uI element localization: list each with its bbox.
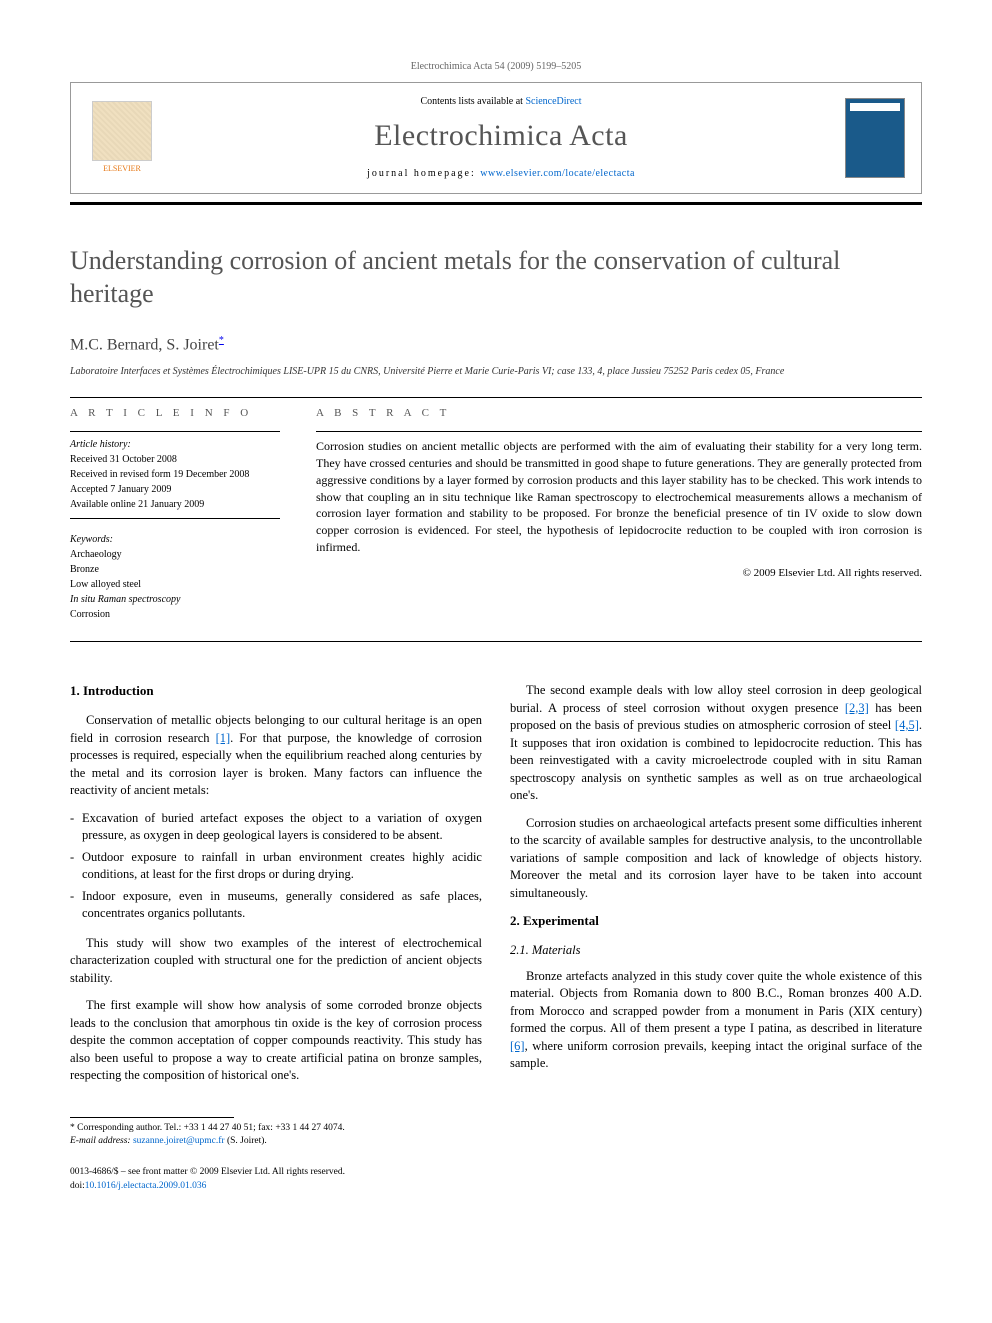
footer: 0013-4686/$ – see front matter © 2009 El… <box>70 1166 922 1193</box>
history-label: Article history: <box>70 438 280 452</box>
abstract-rule <box>316 431 922 432</box>
sciencedirect-link[interactable]: ScienceDirect <box>525 96 581 107</box>
keyword: Bronze <box>70 563 280 577</box>
email-suffix: (S. Joiret). <box>225 1136 267 1146</box>
issn-line: 0013-4686/$ – see front matter © 2009 El… <box>70 1166 922 1179</box>
footnote-rule <box>70 1117 234 1118</box>
abstract-copyright: © 2009 Elsevier Ltd. All rights reserved… <box>316 566 922 581</box>
intro-paragraph: The second example deals with low alloy … <box>510 682 922 805</box>
citation-link[interactable]: [4,5] <box>895 718 919 732</box>
keyword: Low alloyed steel <box>70 578 280 592</box>
homepage-line: journal homepage: www.elsevier.com/locat… <box>171 167 831 181</box>
body-text: 1. Introduction Conservation of metallic… <box>70 682 922 1089</box>
elsevier-logo: ELSEVIER <box>87 98 157 178</box>
journal-title: Electrochimica Acta <box>171 115 831 157</box>
journal-header: ELSEVIER Contents lists available at Sci… <box>70 82 922 194</box>
info-rule <box>70 431 280 432</box>
history-line: Received in revised form 19 December 200… <box>70 468 280 482</box>
doi-label: doi: <box>70 1181 85 1191</box>
abstract-heading: A B S T R A C T <box>316 406 922 421</box>
elsevier-tree-icon <box>92 101 152 161</box>
history-line: Available online 21 January 2009 <box>70 498 280 512</box>
info-rule <box>70 518 280 519</box>
intro-paragraph: Corrosion studies on archaeological arte… <box>510 815 922 903</box>
abstract: A B S T R A C T Corrosion studies on anc… <box>316 406 922 623</box>
article-info-heading: A R T I C L E I N F O <box>70 406 280 421</box>
email-line: E-mail address: suzanne.joiret@upmc.fr (… <box>70 1135 479 1148</box>
rule-above-info <box>70 397 922 398</box>
citation-link[interactable]: [2,3] <box>845 701 869 715</box>
list-item: Excavation of buried artefact exposes th… <box>70 810 482 845</box>
running-header: Electrochimica Acta 54 (2009) 5199–5205 <box>70 60 922 74</box>
citation-link[interactable]: [1] <box>216 731 231 745</box>
citation-link[interactable]: [6] <box>510 1039 525 1053</box>
list-item: Outdoor exposure to rainfall in urban en… <box>70 849 482 884</box>
keyword: Corrosion <box>70 608 280 622</box>
contents-line: Contents lists available at ScienceDirec… <box>171 95 831 109</box>
contents-prefix: Contents lists available at <box>420 96 525 107</box>
keyword: In situ Raman spectroscopy <box>70 593 280 607</box>
author-names: M.C. Bernard, S. Joiret <box>70 336 219 353</box>
article-title: Understanding corrosion of ancient metal… <box>70 245 922 310</box>
article-info: A R T I C L E I N F O Article history: R… <box>70 406 280 623</box>
header-divider <box>70 202 922 205</box>
intro-paragraph: The first example will show how analysis… <box>70 997 482 1085</box>
keywords-label: Keywords: <box>70 533 280 547</box>
section-heading-intro: 1. Introduction <box>70 682 482 700</box>
elsevier-label: ELSEVIER <box>103 163 141 174</box>
intro-paragraph: This study will show two examples of the… <box>70 935 482 988</box>
history-line: Accepted 7 January 2009 <box>70 483 280 497</box>
intro-paragraph: Conservation of metallic objects belongi… <box>70 712 482 800</box>
journal-cover-thumb <box>845 98 905 178</box>
homepage-link[interactable]: www.elsevier.com/locate/electacta <box>480 168 635 179</box>
corresponding-author-note: * Corresponding author. Tel.: +33 1 44 2… <box>70 1122 479 1135</box>
keyword: Archaeology <box>70 548 280 562</box>
intro-bullet-list: Excavation of buried artefact exposes th… <box>70 810 482 923</box>
history-line: Received 31 October 2008 <box>70 453 280 467</box>
materials-paragraph: Bronze artefacts analyzed in this study … <box>510 968 922 1073</box>
email-label: E-mail address: <box>70 1136 133 1146</box>
list-item: Indoor exposure, even in museums, genera… <box>70 888 482 923</box>
email-link[interactable]: suzanne.joiret@upmc.fr <box>133 1136 225 1146</box>
doi-link[interactable]: 10.1016/j.electacta.2009.01.036 <box>85 1181 207 1191</box>
authors: M.C. Bernard, S. Joiret* <box>70 334 922 357</box>
footnotes: * Corresponding author. Tel.: +33 1 44 2… <box>70 1117 479 1149</box>
section-heading-experimental: 2. Experimental <box>510 912 922 930</box>
homepage-prefix: journal homepage: <box>367 168 480 179</box>
rule-below-abstract <box>70 641 922 642</box>
corresponding-mark[interactable]: * <box>219 335 224 346</box>
abstract-text: Corrosion studies on ancient metallic ob… <box>316 438 922 556</box>
subsection-heading-materials: 2.1. Materials <box>510 942 922 960</box>
affiliation: Laboratoire Interfaces et Systèmes Élect… <box>70 365 922 379</box>
